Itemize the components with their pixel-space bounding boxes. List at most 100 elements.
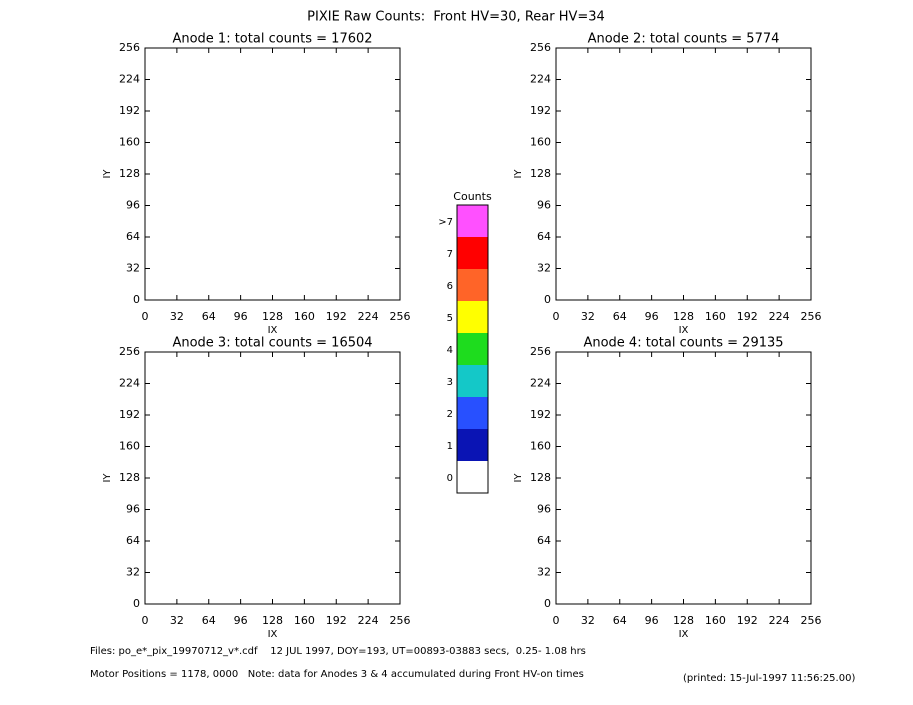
x-tick-label: 64 [202, 310, 216, 323]
colorbar-cell [457, 397, 488, 429]
y-tick-label: 256 [530, 41, 551, 54]
y-tick-label: 64 [537, 230, 551, 243]
x-tick-label: 192 [737, 310, 758, 323]
x-tick-label: 224 [769, 614, 790, 627]
x-tick-label: 256 [801, 310, 822, 323]
y-tick-label: 192 [119, 104, 140, 117]
y-tick-label: 128 [530, 471, 551, 484]
colorbar-label: 7 [447, 249, 453, 260]
colorbar-label: 2 [447, 409, 453, 420]
colorbar-title: Counts [453, 190, 492, 203]
colorbar-cell [457, 269, 488, 301]
y-tick-label: 192 [119, 408, 140, 421]
y-tick-label: 0 [133, 597, 140, 610]
panel-title: Anode 1: total counts = 17602 [172, 32, 372, 47]
x-tick-label: 64 [202, 614, 216, 627]
colorbar-cell [457, 461, 488, 493]
x-tick-label: 224 [358, 614, 379, 627]
plot-area [555, 351, 812, 605]
y-tick-label: 224 [119, 73, 140, 86]
y-tick-label: 128 [119, 471, 140, 484]
y-tick-label: 96 [537, 503, 551, 516]
colorbar-cell [457, 365, 488, 397]
colorbar-label: 3 [447, 377, 453, 388]
y-tick-label: 128 [530, 167, 551, 180]
x-tick-label: 32 [170, 310, 184, 323]
x-axis-label: IX [268, 629, 278, 640]
panel-title: Anode 3: total counts = 16504 [172, 336, 372, 351]
colorbar-label: >7 [438, 217, 453, 228]
colorbar-label: 5 [447, 313, 453, 324]
colorbar-label: 0 [447, 473, 453, 484]
x-tick-label: 192 [737, 614, 758, 627]
x-axis-label: IX [268, 325, 278, 336]
y-tick-label: 64 [537, 534, 551, 547]
colorbar-cell [457, 429, 488, 461]
x-tick-label: 256 [801, 614, 822, 627]
x-tick-label: 224 [358, 310, 379, 323]
x-tick-label: 0 [553, 614, 560, 627]
y-axis-label: IY [513, 473, 524, 483]
x-tick-label: 64 [613, 310, 627, 323]
x-tick-label: 0 [142, 310, 149, 323]
y-tick-label: 32 [537, 566, 551, 579]
page-title: PIXIE Raw Counts: Front HV=30, Rear HV=3… [307, 10, 605, 25]
x-tick-label: 32 [581, 614, 595, 627]
x-tick-label: 160 [705, 614, 726, 627]
x-tick-label: 192 [326, 614, 347, 627]
x-tick-label: 256 [390, 310, 411, 323]
footer-files: Files: po_e*_pix_19970712_v*.cdf 12 JUL … [90, 646, 586, 657]
plot-area [144, 351, 401, 605]
colorbar-cell [457, 301, 488, 333]
y-tick-label: 224 [530, 377, 551, 390]
y-tick-label: 0 [133, 293, 140, 306]
y-tick-label: 160 [530, 136, 551, 149]
colorbar-label: 4 [447, 345, 453, 356]
y-tick-label: 160 [119, 440, 140, 453]
y-tick-label: 256 [119, 345, 140, 358]
y-tick-label: 64 [126, 534, 140, 547]
x-axis-label: IX [679, 325, 689, 336]
colorbar-label: 6 [447, 281, 453, 292]
y-tick-label: 32 [537, 262, 551, 275]
x-tick-label: 160 [705, 310, 726, 323]
footer-printed: (printed: 15-Jul-1997 11:56:25.00) [683, 673, 855, 684]
x-tick-label: 128 [673, 310, 694, 323]
x-tick-label: 160 [294, 614, 315, 627]
x-tick-label: 224 [769, 310, 790, 323]
plot-area [144, 47, 401, 301]
x-tick-label: 256 [390, 614, 411, 627]
x-tick-label: 128 [262, 614, 283, 627]
x-tick-label: 96 [234, 310, 248, 323]
y-tick-label: 32 [126, 262, 140, 275]
footer-motor: Motor Positions = 1178, 0000 Note: data … [90, 669, 584, 680]
y-tick-label: 64 [126, 230, 140, 243]
y-tick-label: 160 [119, 136, 140, 149]
y-tick-label: 192 [530, 104, 551, 117]
x-tick-label: 0 [142, 614, 149, 627]
x-tick-label: 64 [613, 614, 627, 627]
x-tick-label: 96 [645, 614, 659, 627]
y-tick-label: 256 [530, 345, 551, 358]
y-tick-label: 0 [544, 293, 551, 306]
colorbar-cell [457, 205, 488, 237]
x-tick-label: 32 [581, 310, 595, 323]
x-tick-label: 128 [262, 310, 283, 323]
panel-title: Anode 4: total counts = 29135 [583, 336, 783, 351]
x-tick-label: 32 [170, 614, 184, 627]
x-tick-label: 128 [673, 614, 694, 627]
colorbar-label: 1 [447, 441, 453, 452]
y-tick-label: 256 [119, 41, 140, 54]
y-tick-label: 0 [544, 597, 551, 610]
x-axis-label: IX [679, 629, 689, 640]
y-tick-label: 96 [537, 199, 551, 212]
y-axis-label: IY [513, 169, 524, 179]
y-axis-label: IY [102, 473, 113, 483]
y-tick-label: 224 [119, 377, 140, 390]
y-tick-label: 96 [126, 199, 140, 212]
colorbar-cell [457, 237, 488, 269]
y-tick-label: 128 [119, 167, 140, 180]
x-tick-label: 96 [234, 614, 248, 627]
x-tick-label: 192 [326, 310, 347, 323]
